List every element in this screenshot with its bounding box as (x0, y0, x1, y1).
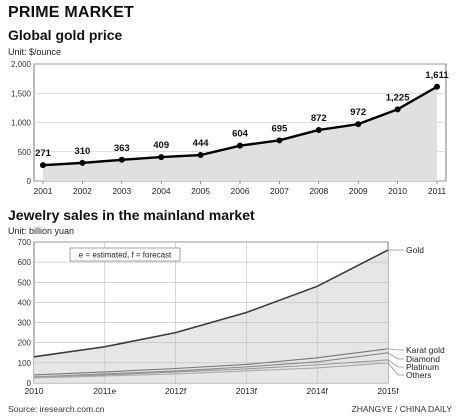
series-leader-line (387, 362, 399, 376)
page-heading: PRIME MARKET (8, 4, 134, 21)
y-tick-label: 700 (18, 238, 32, 247)
jewelry-sales-unit: Unit: billion yuan (8, 226, 75, 236)
x-tick-label: 2015f (377, 386, 399, 396)
x-tick-label: 2001 (34, 186, 53, 196)
price-label: 695 (271, 123, 288, 134)
legend-note: e = estimated, f = forecast (79, 251, 172, 260)
price-point (276, 137, 283, 144)
series-label: Gold (406, 245, 424, 255)
y-tick-label: 2,000 (11, 60, 32, 69)
x-tick-label: 2014f (307, 386, 329, 396)
price-point (237, 142, 243, 149)
x-tick-label: 2004 (152, 186, 171, 196)
price-point (315, 126, 322, 133)
y-tick-label: 200 (18, 339, 32, 348)
price-label: 444 (193, 138, 210, 149)
series-label: Diamond (406, 354, 440, 364)
series-line-platinum (33, 359, 389, 378)
x-tick-label: 2013f (236, 386, 258, 396)
price-point (79, 159, 86, 166)
x-tick-label: 2012f (165, 386, 187, 396)
series-leader-line (387, 348, 399, 351)
price-label: 310 (74, 146, 90, 157)
price-point (197, 152, 204, 159)
x-tick-label: 2011 (428, 186, 447, 196)
x-tick-label: 2010 (25, 386, 44, 396)
price-area (43, 86, 437, 181)
y-tick-label: 0 (27, 177, 32, 186)
series-line-diamond (33, 352, 389, 378)
price-label: 972 (350, 107, 366, 118)
y-tick-label: 500 (18, 148, 32, 157)
price-label: 409 (153, 140, 169, 151)
price-point (118, 156, 125, 163)
x-tick-label: 2010 (388, 186, 407, 196)
y-tick-label: 600 (18, 258, 32, 267)
y-tick-label: 0 (27, 379, 32, 388)
y-tick-label: 1,500 (11, 89, 32, 98)
price-point (40, 162, 46, 169)
x-tick-label: 2005 (191, 186, 210, 196)
series-line-karat-gold (33, 348, 389, 376)
x-tick-label: 2003 (112, 186, 131, 196)
x-tick-label: 2008 (309, 186, 328, 196)
legend-note-box (69, 247, 181, 262)
price-point (158, 154, 165, 161)
price-label: 1,611 (425, 70, 449, 81)
x-tick-label: 2011e (93, 386, 116, 396)
y-tick-label: 100 (18, 359, 32, 368)
series-line-others (33, 362, 389, 379)
price-label: 363 (114, 143, 130, 154)
gold-price-chart-title: Global gold price (8, 27, 123, 43)
jewelry-sales-chart-title: Jewelry sales in the mainland market (8, 207, 255, 223)
credit-note: ZHANGYE / CHINA DAILY (351, 404, 452, 414)
series-label: Karat gold (406, 345, 445, 355)
price-label: 271 (35, 148, 52, 159)
source-note: Source: iresearch.com.cn (8, 404, 105, 414)
series-line-gold (33, 249, 389, 358)
y-tick-label: 1,000 (11, 119, 32, 128)
series-leader-line (387, 359, 399, 368)
jewelry-sales-chart: 0 100 200 300 400 500 600 700 Gold Karat goldDiam… (18, 238, 445, 396)
x-tick-label: 2002 (73, 186, 92, 196)
price-point (355, 121, 362, 128)
x-tick-label: 2007 (270, 186, 289, 196)
price-label: 872 (311, 113, 327, 124)
price-label: 1,225 (386, 92, 410, 103)
x-tick-label: 2006 (231, 186, 250, 196)
gold-price-chart: 0 500 1,000 1,500 2,000 271 310 363 409 444 604 695… (11, 60, 449, 196)
price-point (434, 83, 440, 90)
price-label: 604 (232, 129, 249, 140)
y-tick-label: 400 (18, 298, 32, 307)
y-tick-label: 500 (18, 278, 32, 287)
series-label: Others (406, 370, 432, 380)
series-label: Platinum (406, 362, 439, 372)
gold-area (34, 250, 388, 383)
y-tick-label: 300 (18, 319, 32, 328)
price-point (394, 106, 401, 113)
x-tick-label: 2009 (349, 186, 368, 196)
gold-price-unit: Unit: $/ounce (8, 47, 62, 57)
series-leader-line (387, 352, 399, 360)
